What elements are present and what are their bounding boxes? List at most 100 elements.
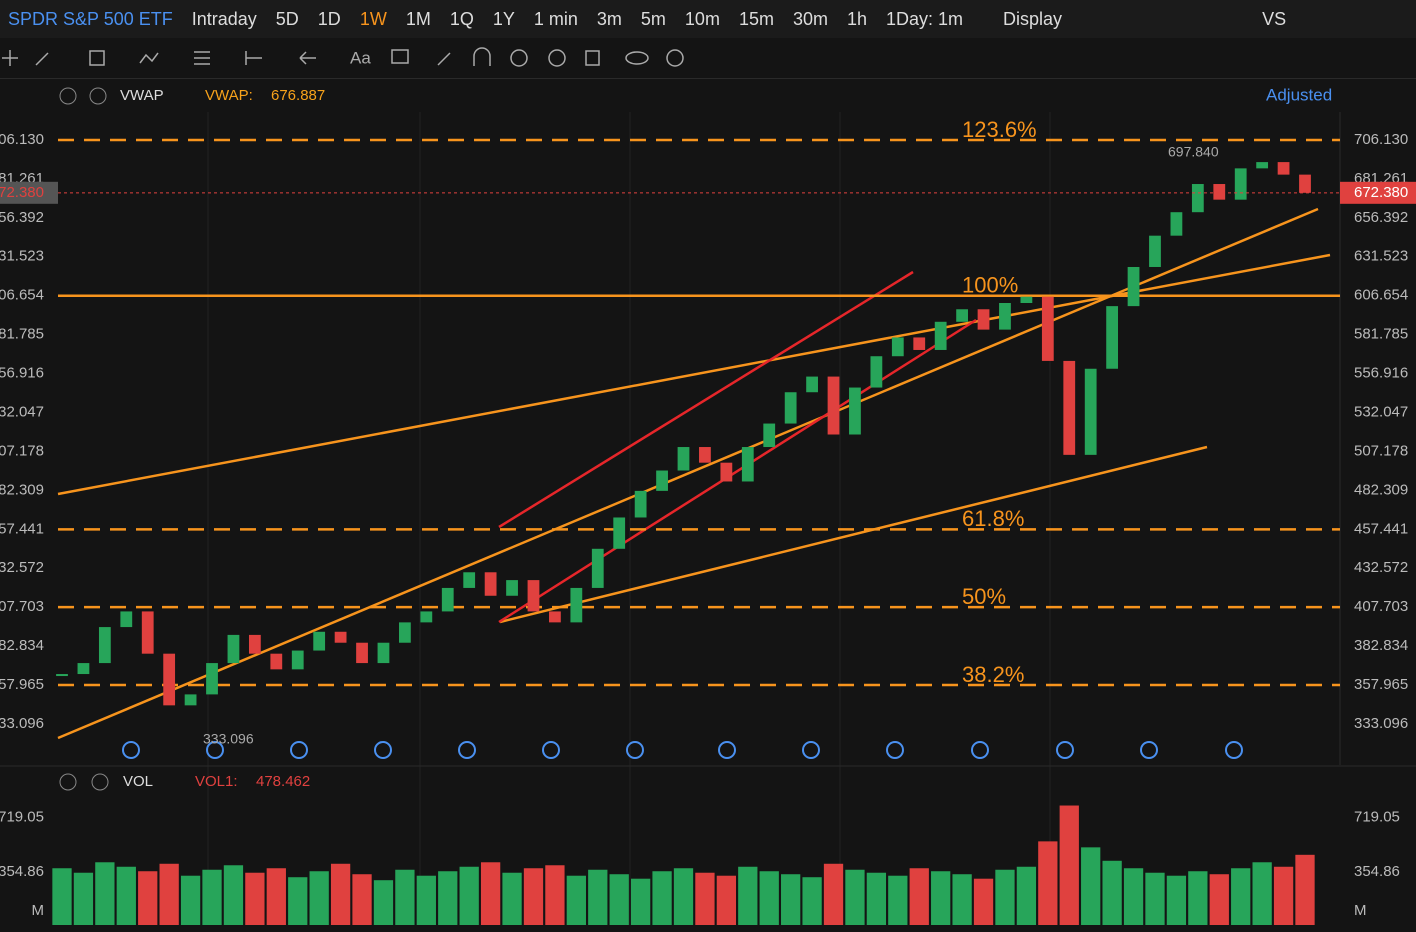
volume-bar <box>73 872 94 925</box>
symbol[interactable]: SPDR S&P 500 ETF <box>8 8 173 29</box>
candle <box>720 462 733 482</box>
volume-bar <box>352 874 372 925</box>
period[interactable]: 15m <box>738 8 774 29</box>
volume-name[interactable]: VOL <box>123 773 153 790</box>
period[interactable]: 1Day: 1m <box>886 8 964 29</box>
volume-bar <box>1166 875 1187 925</box>
volume-bar <box>502 872 522 925</box>
y-tick-label: 357.965 <box>1354 676 1408 693</box>
volume-bar <box>1038 841 1058 925</box>
last-price-tag-left <box>0 181 58 204</box>
y-tick-label-left: 581.785 <box>0 326 44 343</box>
y-tick-label-left: 357.965 <box>0 676 44 693</box>
candle <box>741 447 754 482</box>
candle <box>1170 212 1183 236</box>
fib-label: 50% <box>962 584 1006 609</box>
volume-bar <box>1295 854 1315 925</box>
candle <box>248 634 261 654</box>
volume-bar <box>738 866 758 925</box>
candle <box>699 447 711 463</box>
volume-bar <box>416 875 436 925</box>
y-tick-label-left: 457.441 <box>0 520 44 537</box>
candle <box>163 653 176 706</box>
indicator-name[interactable]: VWAP <box>120 87 164 104</box>
candle <box>484 572 497 596</box>
period[interactable]: 1M <box>405 8 431 29</box>
fib-label: 100% <box>962 273 1018 298</box>
period[interactable]: 5m <box>640 8 666 29</box>
candle <box>934 321 947 350</box>
candle <box>634 490 647 518</box>
y-tick-label: 333.096 <box>1354 715 1408 732</box>
candle <box>227 634 240 664</box>
period[interactable]: 5D <box>275 8 299 29</box>
volume-bar <box>1273 866 1294 925</box>
volume-bar <box>1016 866 1037 925</box>
candle <box>1127 266 1140 307</box>
volume-bar <box>373 880 394 925</box>
candle <box>313 631 326 651</box>
compare[interactable]: VS <box>1262 8 1287 29</box>
candle <box>549 611 561 623</box>
candle <box>763 423 776 448</box>
display-menu[interactable]: Display <box>1003 8 1063 29</box>
period[interactable]: 1D <box>317 8 341 29</box>
period[interactable]: 1W <box>359 8 387 29</box>
y-tick-label-left: 606.654 <box>0 287 44 304</box>
period[interactable]: 30m <box>792 8 828 29</box>
candle <box>334 631 347 643</box>
candle <box>870 356 883 388</box>
volume-bar <box>116 866 136 925</box>
period[interactable]: 1Q <box>449 8 474 29</box>
period[interactable]: 3m <box>596 8 622 29</box>
volume-bar <box>330 863 351 925</box>
volume-bar <box>909 868 929 925</box>
fib-label: 38.2% <box>962 662 1024 687</box>
volume-bar <box>395 869 415 925</box>
candle <box>77 663 90 675</box>
volume-bar <box>695 872 715 925</box>
fib-label: 61.8% <box>962 506 1024 531</box>
volume-bar <box>716 875 737 925</box>
volume-bar <box>888 875 908 925</box>
candle <box>98 627 111 664</box>
adjust-button[interactable]: Adjusted <box>1266 85 1332 104</box>
volume-label: VOL1: <box>195 773 238 790</box>
candle <box>827 376 840 435</box>
y-tick-label-left: 706.130 <box>0 131 44 148</box>
y-tick-label: 482.309 <box>1354 481 1408 498</box>
period[interactable]: 1 min <box>533 8 578 29</box>
y-tick-label: 556.916 <box>1354 365 1408 382</box>
volume-bar <box>1059 805 1079 925</box>
low-label: 333.096 <box>203 731 254 747</box>
candle <box>1213 184 1226 200</box>
period[interactable]: 1Y <box>492 8 515 29</box>
y-tick-label-left: 482.309 <box>0 481 44 498</box>
volume-bar <box>545 865 565 925</box>
candle <box>1084 368 1097 455</box>
candle <box>677 447 690 471</box>
volume-bar <box>781 874 801 925</box>
candle <box>506 580 518 596</box>
period[interactable]: Intraday <box>191 8 257 29</box>
candle <box>527 580 540 612</box>
y-tick-label: 457.441 <box>1354 520 1408 537</box>
candle <box>377 642 390 664</box>
y-tick-label: 606.654 <box>1354 287 1408 304</box>
candle <box>613 517 626 549</box>
volume-bar <box>802 877 822 925</box>
period[interactable]: 10m <box>684 8 720 29</box>
candle <box>784 392 797 424</box>
y-tick-label-left: 656.392 <box>0 209 44 226</box>
y-tick-label-left: 333.096 <box>0 715 44 732</box>
volume-bar <box>823 863 844 925</box>
candle <box>891 337 904 357</box>
chart: VWAP VWAP: 676.887 Adjusted VOL VOL1: 47… <box>0 84 1416 925</box>
volume-bar <box>480 862 501 925</box>
period[interactable]: 1h <box>846 8 867 29</box>
y-tick-label: 382.834 <box>1354 637 1408 654</box>
volume-bar <box>952 874 972 925</box>
volume-tick-label-left: 354.86 <box>0 863 44 880</box>
volume-bar <box>995 869 1015 925</box>
